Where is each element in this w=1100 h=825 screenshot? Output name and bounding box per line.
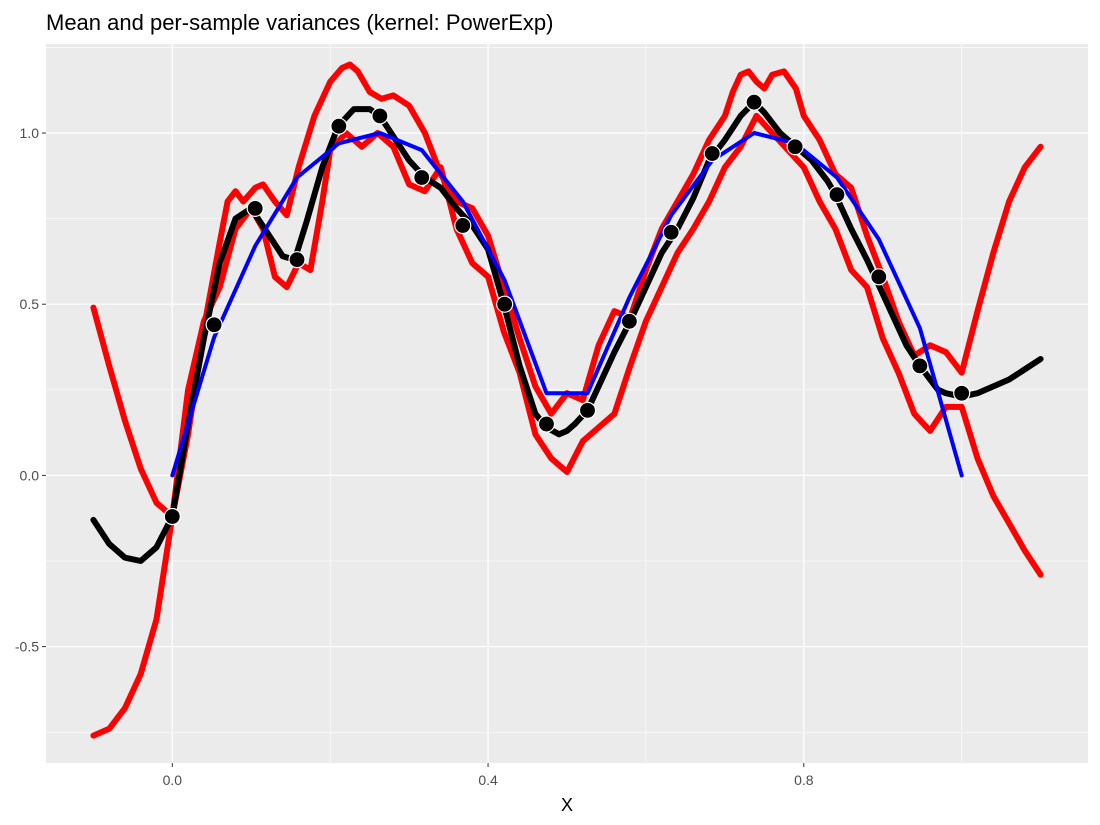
sample-points: [163, 93, 971, 526]
sample-point: [537, 415, 556, 433]
sample-point: [786, 138, 804, 156]
x-axis-title: X: [561, 795, 573, 815]
series-line-true: [170, 131, 964, 478]
y-tick-label: 0.5: [20, 296, 40, 312]
sample-point: [578, 401, 597, 419]
sample-point: [288, 251, 306, 269]
x-tick-label: 0.8: [794, 772, 814, 788]
x-axis: 0.0 0.4 0.8: [163, 763, 814, 788]
sample-point: [870, 268, 888, 286]
sample-point: [454, 216, 472, 235]
y-axis: -0.5 0.0 0.5 1.0: [15, 125, 46, 655]
x-tick-label: 0.0: [163, 772, 183, 788]
sample-point: [828, 186, 846, 204]
sample-point: [205, 316, 223, 334]
sample-point: [662, 223, 680, 241]
sample-point: [620, 312, 638, 330]
y-tick-label: 1.0: [20, 125, 40, 141]
plot-panel: [46, 44, 1088, 763]
sample-point: [745, 93, 763, 111]
sample-point: [371, 107, 389, 125]
minor-gridlines: [46, 44, 1088, 763]
y-tick-label: 0.0: [20, 467, 40, 483]
sample-point: [703, 144, 721, 163]
sample-point: [496, 295, 514, 313]
sample-point: [413, 168, 431, 187]
sample-point: [911, 357, 929, 375]
series-line-mean: [90, 99, 1044, 564]
x-tick-label: 0.4: [478, 772, 498, 788]
y-tick-label: -0.5: [15, 639, 39, 655]
sample-point: [953, 384, 971, 402]
sample-point: [330, 117, 348, 135]
sample-point: [163, 507, 181, 526]
chart-title: Mean and per-sample variances (kernel: P…: [46, 10, 553, 35]
sample-point: [246, 199, 264, 217]
